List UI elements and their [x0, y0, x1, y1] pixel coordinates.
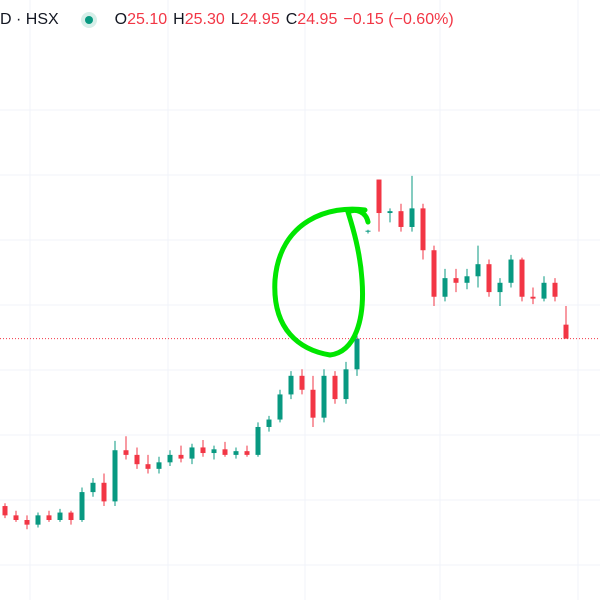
candle-body — [46, 515, 52, 520]
candle-body — [332, 375, 338, 400]
symbol: D · HSX — [0, 11, 59, 28]
status-dot — [84, 16, 93, 24]
candle-body — [277, 394, 283, 420]
candle-body — [464, 276, 470, 283]
candle-body — [508, 259, 514, 283]
candle-body — [310, 389, 316, 418]
candle-body — [90, 482, 96, 493]
change: −0.15 (−0.60%) — [343, 11, 454, 28]
h-value: 25.30 — [184, 11, 225, 28]
candle-body — [189, 447, 195, 459]
candle-body — [222, 449, 228, 455]
candle-body — [145, 464, 151, 469]
candle-body — [68, 512, 74, 520]
candle-body — [541, 282, 547, 299]
candle-body — [431, 250, 437, 297]
candle-body — [354, 338, 360, 370]
c-value: 24.95 — [297, 11, 338, 28]
candle-body — [398, 211, 404, 227]
candle-body — [288, 375, 294, 395]
candle-body — [244, 451, 250, 455]
candle-body — [563, 324, 569, 339]
l-value: 24.95 — [239, 11, 280, 28]
candle-body — [134, 454, 140, 465]
candle-body — [156, 462, 162, 469]
candle-body — [453, 278, 459, 283]
l-letter: L — [230, 11, 240, 28]
candle-body — [255, 426, 261, 455]
candle-body — [101, 482, 107, 502]
candle-body — [387, 211, 393, 214]
candle-body — [519, 259, 525, 297]
h-letter: H — [173, 11, 185, 28]
candle-body — [409, 208, 415, 227]
candle-body — [321, 375, 327, 418]
o-value: 25.10 — [127, 11, 168, 28]
candle-body — [376, 179, 382, 214]
candle-body — [497, 282, 503, 293]
hand-drawn-circle — [272, 206, 371, 358]
candle-body — [167, 454, 173, 463]
candle-body — [486, 264, 492, 293]
candle-body — [211, 449, 217, 454]
candle-body — [13, 515, 19, 520]
candle-body — [57, 512, 63, 520]
candle-body — [24, 520, 30, 525]
candle-body — [475, 264, 481, 277]
candle-body — [200, 447, 206, 454]
candle-body — [35, 515, 41, 525]
candle-body — [266, 419, 272, 427]
candle-body — [112, 450, 118, 502]
candle-body — [79, 492, 85, 520]
candle-body — [123, 450, 129, 455]
candle-body — [299, 375, 305, 390]
candle-body — [178, 454, 184, 459]
legend-header: D · HSX O 25.10 H 25.30 L 24.95 C 24.95 −0.1… — [0, 0, 454, 40]
c-letter: C — [285, 11, 298, 28]
candle-body — [420, 208, 426, 251]
candle-body — [530, 296, 536, 299]
candle-body — [2, 506, 8, 516]
candle-body — [365, 230, 371, 232]
candle-body — [343, 369, 349, 400]
o-letter: O — [114, 11, 128, 28]
candle-body — [552, 282, 558, 297]
candle-body — [442, 278, 448, 297]
candle-body — [233, 451, 239, 455]
